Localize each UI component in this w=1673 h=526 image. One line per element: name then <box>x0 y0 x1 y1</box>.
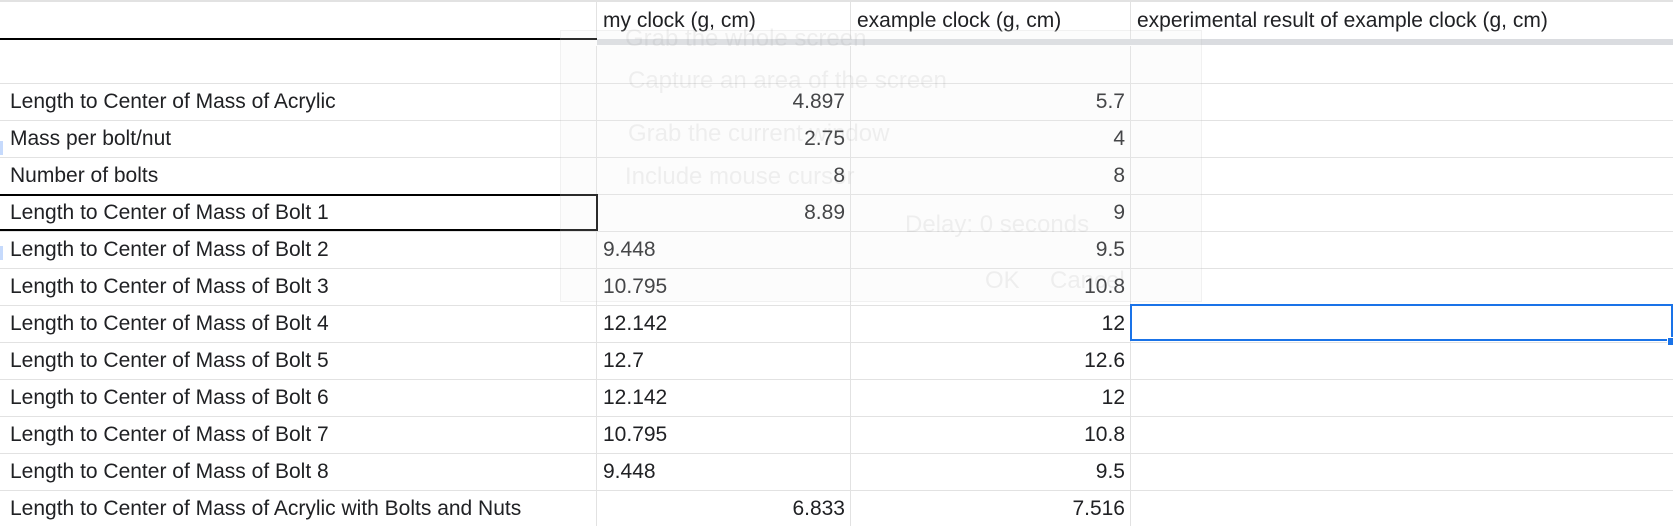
table-row: Number of bolts 8 8 <box>0 158 1673 195</box>
experimental-result-cell[interactable] <box>1131 84 1673 120</box>
header-cell-example-clock[interactable]: example clock (g, cm) <box>851 2 1131 39</box>
row-label-cell[interactable]: Number of bolts <box>0 158 597 194</box>
example-clock-cell[interactable]: 12.6 <box>851 343 1131 379</box>
row-label-cell[interactable]: Length to Center of Mass of Bolt 2 <box>0 232 597 268</box>
experimental-result-cell[interactable] <box>1131 491 1673 526</box>
table-row: Length to Center of Mass of Acrylic 4.897… <box>0 84 1673 121</box>
my-clock-cell[interactable]: 9.448 <box>597 232 851 268</box>
my-clock-cell[interactable]: 12.7 <box>597 343 851 379</box>
example-clock-cell[interactable]: 9.5 <box>851 454 1131 490</box>
row-label-cell[interactable]: Length to Center of Mass of Bolt 5 <box>0 343 597 379</box>
experimental-result-cell[interactable] <box>1131 232 1673 268</box>
row-label-cell[interactable]: Length to Center of Mass of Acrylic <box>0 84 597 120</box>
example-clock-cell[interactable]: 9.5 <box>851 232 1131 268</box>
my-clock-cell[interactable]: 12.142 <box>597 306 851 342</box>
my-clock-cell[interactable]: 10.795 <box>597 269 851 305</box>
example-clock-cell[interactable] <box>851 46 1131 83</box>
table-row: Length to Center of Mass of Acrylic with… <box>0 491 1673 526</box>
my-clock-cell[interactable]: 9.448 <box>597 454 851 490</box>
example-clock-cell[interactable]: 10.8 <box>851 269 1131 305</box>
header-bottom-border <box>0 38 597 40</box>
experimental-result-cell[interactable] <box>1131 417 1673 453</box>
row-label-cell[interactable] <box>0 46 597 83</box>
table-row <box>0 46 1673 84</box>
row-label-cell[interactable]: Length to Center of Mass of Bolt 7 <box>0 417 597 453</box>
row-indicator-accent <box>0 141 3 155</box>
example-clock-cell[interactable]: 7.516 <box>851 491 1131 526</box>
example-clock-cell[interactable]: 5.7 <box>851 84 1131 120</box>
row-label-cell[interactable]: Length to Center of Mass of Bolt 6 <box>0 380 597 416</box>
header-row: my clock (g, cm) example clock (g, cm) e… <box>0 2 1673 40</box>
experimental-result-cell[interactable] <box>1131 380 1673 416</box>
my-clock-cell[interactable]: 2.75 <box>597 121 851 157</box>
header-cell-experimental-result[interactable]: experimental result of example clock (g,… <box>1137 9 1548 32</box>
row-label-cell[interactable]: Length to Center of Mass of Bolt 1 <box>0 195 597 231</box>
experimental-result-cell[interactable] <box>1131 269 1673 305</box>
table-row: Length to Center of Mass of Bolt 1 8.89 9 <box>0 195 1673 232</box>
my-clock-cell[interactable]: 6.833 <box>597 491 851 526</box>
table-row: Length to Center of Mass of Bolt 4 12.142… <box>0 306 1673 343</box>
my-clock-cell[interactable]: 8.89 <box>597 195 851 231</box>
table-row: Mass per bolt/nut 2.75 4 <box>0 121 1673 158</box>
top-gridline <box>0 0 1673 2</box>
header-cell-my-clock[interactable]: my clock (g, cm) <box>597 2 851 39</box>
experimental-result-cell[interactable] <box>1131 454 1673 490</box>
experimental-result-cell[interactable] <box>1131 195 1673 231</box>
my-clock-cell[interactable] <box>597 46 851 83</box>
row-label-cell[interactable]: Length to Center of Mass of Bolt 8 <box>0 454 597 490</box>
example-clock-cell[interactable]: 12 <box>851 380 1131 416</box>
row-label-cell[interactable]: Mass per bolt/nut <box>0 121 597 157</box>
my-clock-cell[interactable]: 4.897 <box>597 84 851 120</box>
header-cell-label[interactable] <box>0 2 597 39</box>
experimental-result-cell[interactable] <box>1131 306 1673 342</box>
experimental-result-cell[interactable] <box>1131 343 1673 379</box>
row-label-cell[interactable]: Length to Center of Mass of Bolt 3 <box>0 269 597 305</box>
example-clock-cell[interactable]: 4 <box>851 121 1131 157</box>
table-row: Length to Center of Mass of Bolt 3 10.795… <box>0 269 1673 306</box>
my-clock-cell[interactable]: 10.795 <box>597 417 851 453</box>
fill-handle[interactable] <box>1667 337 1673 346</box>
table-row: Length to Center of Mass of Bolt 8 9.448 9… <box>0 454 1673 491</box>
table-row: Length to Center of Mass of Bolt 2 9.448 9… <box>0 232 1673 269</box>
table-row: Length to Center of Mass of Bolt 6 12.142… <box>0 380 1673 417</box>
experimental-result-cell[interactable] <box>1131 158 1673 194</box>
my-clock-cell[interactable]: 12.142 <box>597 380 851 416</box>
my-clock-cell[interactable]: 8 <box>597 158 851 194</box>
table-row: Length to Center of Mass of Bolt 5 12.7 12… <box>0 343 1673 380</box>
experimental-result-cell[interactable] <box>1131 46 1673 83</box>
row-indicator-accent <box>0 246 3 260</box>
frozen-rows-divider[interactable] <box>597 39 1673 45</box>
example-clock-cell[interactable]: 8 <box>851 158 1131 194</box>
table-row: Length to Center of Mass of Bolt 7 10.795… <box>0 417 1673 454</box>
experimental-result-cell[interactable] <box>1131 121 1673 157</box>
example-clock-cell[interactable]: 12 <box>851 306 1131 342</box>
example-clock-cell[interactable]: 10.8 <box>851 417 1131 453</box>
example-clock-cell[interactable]: 9 <box>851 195 1131 231</box>
row-label-cell[interactable]: Length to Center of Mass of Bolt 4 <box>0 306 597 342</box>
row-label-cell[interactable]: Length to Center of Mass of Acrylic with… <box>0 491 597 526</box>
